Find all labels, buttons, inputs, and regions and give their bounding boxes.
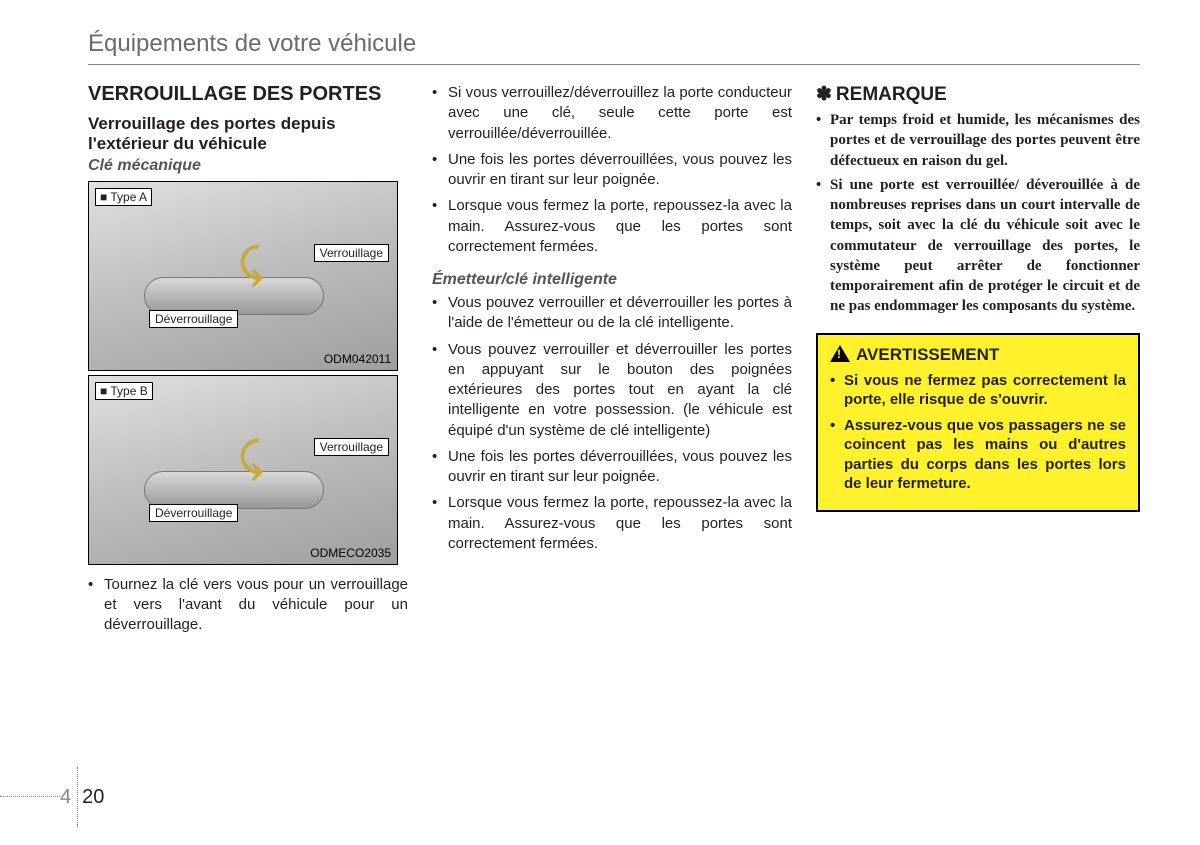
smart-key-heading: Émetteur/clé intelligente: [432, 271, 792, 289]
unlock-label: Déverrouillage: [149, 504, 238, 522]
warning-title-text: AVERTISSEMENT: [856, 345, 999, 364]
warning-heading: AVERTISSEMENT: [830, 345, 1126, 365]
unlock-label: Déverrouillage: [149, 310, 238, 328]
page-divider: [77, 767, 78, 827]
remark-heading: ✽REMARQUE: [816, 83, 1140, 106]
column-1: VERROUILLAGE DES PORTES Verrouillage des…: [88, 83, 408, 642]
list-item: Si vous ne fermez pas correctement la po…: [830, 371, 1126, 410]
list-item: Si une porte est verrouillée/ déverouill…: [816, 175, 1140, 317]
page-section-number: 4: [60, 786, 71, 809]
lock-label: Verrouillage: [314, 244, 389, 262]
list-item: Si vous verrouillez/déverrouillez la por…: [432, 83, 792, 144]
lock-arrow-icon: ⤹: [239, 242, 263, 287]
lock-label: Verrouillage: [314, 438, 389, 456]
sub-heading: Verrouillage des portes depuis l'extérie…: [88, 114, 408, 155]
header-rule: [88, 64, 1140, 65]
list-item: Tournez la clé vers vous pour un verroui…: [88, 575, 408, 636]
col1-bullet-list: Tournez la clé vers vous pour un verroui…: [88, 575, 408, 636]
warning-triangle-icon: [830, 345, 850, 362]
list-item: Par temps froid et humide, les mécanisme…: [816, 110, 1140, 171]
remark-title-text: REMARQUE: [836, 84, 947, 105]
lock-arrow-icon: ⤹: [239, 436, 263, 481]
list-item: Lorsque vous fermez la porte, repoussez-…: [432, 493, 792, 554]
figure-type-b: ■ Type B ⤹ Verrouillage Déverrouillage O…: [88, 375, 398, 565]
figure-a-type-label: ■ Type A: [95, 188, 152, 206]
mech-key-heading: Clé mécanique: [88, 157, 408, 175]
list-item: Une fois les portes déverrouillées, vous…: [432, 447, 792, 488]
list-item: Vous pouvez verrouiller et déverrouiller…: [432, 293, 792, 334]
list-item: Une fois les portes déverrouillées, vous…: [432, 150, 792, 191]
warning-box: AVERTISSEMENT Si vous ne fermez pas corr…: [816, 333, 1140, 512]
figure-type-a: ■ Type A ⤹ Verrouillage Déverrouillage O…: [88, 181, 398, 371]
chapter-title: Équipements de votre véhicule: [88, 30, 1140, 58]
list-item: Lorsque vous fermez la porte, repoussez-…: [432, 196, 792, 257]
warning-list: Si vous ne fermez pas correctement la po…: [830, 371, 1126, 494]
figure-a-code: ODM042011: [324, 352, 391, 366]
col2-list2: Vous pouvez verrouiller et déverrouiller…: [432, 293, 792, 554]
page-footer: 4 20: [60, 767, 104, 827]
page-content: VERROUILLAGE DES PORTES Verrouillage des…: [88, 83, 1140, 642]
column-2: Si vous verrouillez/déverrouillez la por…: [432, 83, 792, 642]
list-item: Vous pouvez verrouiller et déverrouiller…: [432, 340, 792, 441]
page-number: 20: [82, 786, 104, 809]
remark-list: Par temps froid et humide, les mécanisme…: [816, 110, 1140, 317]
figure-b-code: ODMECO2035: [310, 546, 391, 560]
footer-dotted-line: [0, 796, 60, 797]
remark-star-icon: ✽: [816, 84, 832, 105]
main-heading: VERROUILLAGE DES PORTES: [88, 83, 408, 106]
column-3: ✽REMARQUE Par temps froid et humide, les…: [816, 83, 1140, 642]
figure-b-type-label: ■ Type B: [95, 382, 153, 400]
col2-list1: Si vous verrouillez/déverrouillez la por…: [432, 83, 792, 257]
list-item: Assurez-vous que vos passagers ne se coi…: [830, 416, 1126, 494]
